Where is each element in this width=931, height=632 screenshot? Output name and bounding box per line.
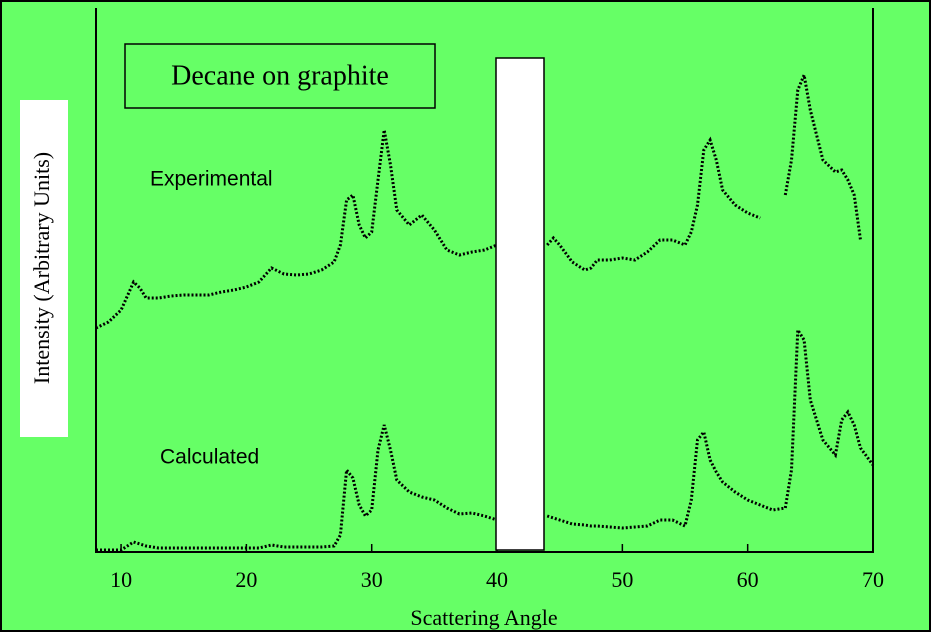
x-tick-label: 60 xyxy=(737,567,759,592)
plot-frame xyxy=(95,8,874,553)
x-axis-label: Scattering Angle xyxy=(410,605,557,630)
annotation: Calculated xyxy=(160,446,259,469)
y-axis-label: Intensity (Arbitrary Units) xyxy=(29,152,54,384)
chart-title: Decane on graphite xyxy=(171,60,389,91)
y-label-background xyxy=(20,100,68,437)
data-line xyxy=(96,325,875,552)
title-box xyxy=(124,43,436,109)
data-line xyxy=(95,69,862,330)
x-tick-label: 40 xyxy=(486,567,508,592)
x-tick-label: 50 xyxy=(611,567,633,592)
x-tick-label: 10 xyxy=(110,567,132,592)
x-tick-label: 20 xyxy=(235,567,257,592)
x-tick-label: 30 xyxy=(361,567,383,592)
x-tick-label: 70 xyxy=(862,567,884,592)
masked-region xyxy=(495,57,545,551)
annotation: Experimental xyxy=(150,168,273,191)
